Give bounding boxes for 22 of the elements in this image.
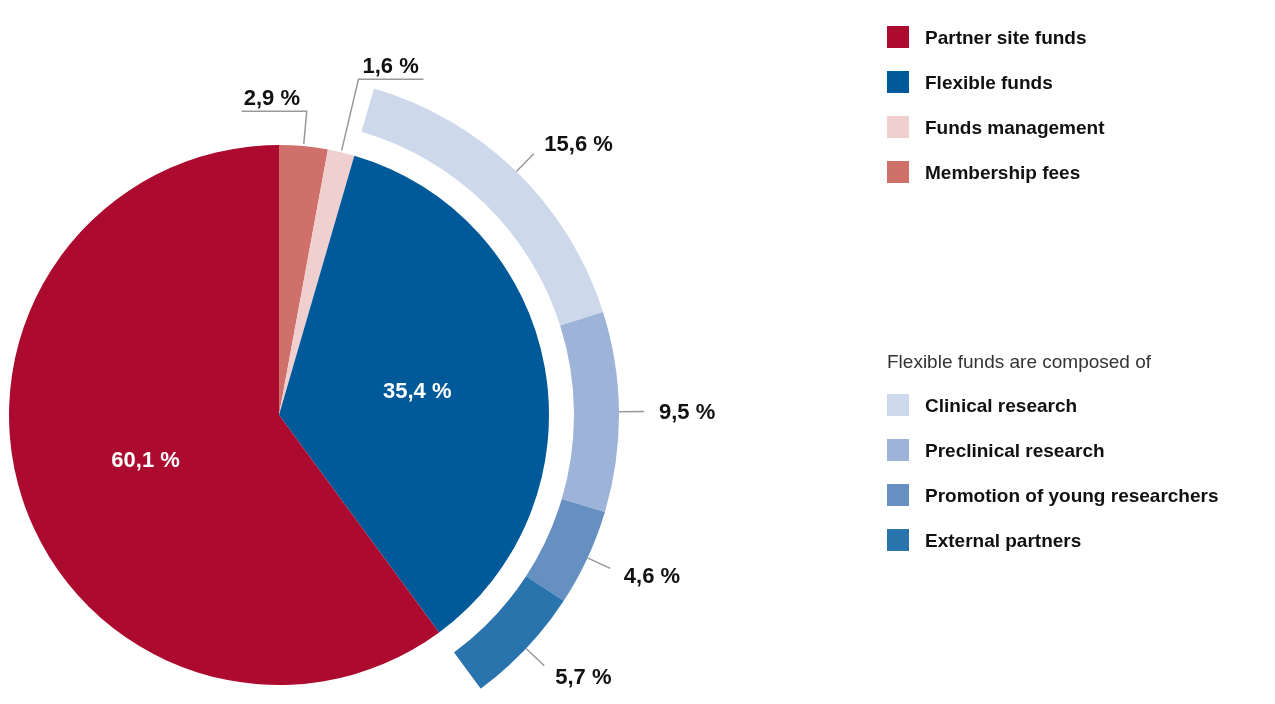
legend-label: Clinical research [925,395,1078,416]
legend-label: Funds management [925,117,1106,138]
legend-label: Preclinical research [925,440,1105,461]
pie-slice [279,145,328,415]
data-label: 9,5 % [658,399,716,425]
callout-connector: 1,6 % [340,53,425,152]
data-label: 5,7 % [555,664,612,689]
data-label: 2,9 % [243,85,301,111]
data-label: 35,4 % [382,378,452,404]
legend-title: Flexible funds are composed of [887,351,1152,372]
legend-label: Promotion of young researchers [925,485,1219,506]
legend-label: Flexible funds [925,72,1053,93]
legend-label: External partners [925,530,1082,551]
legend-label: Partner site funds [925,27,1087,48]
data-label: 60,1 % [111,446,180,472]
pie-slice [279,155,549,633]
pie-slice [279,149,355,415]
callout-connector: 2,9 % [241,85,308,145]
data-label: 1,6 % [362,53,419,79]
legend-label: Membership fees [925,162,1081,183]
data-label: 15,6 % [544,130,613,156]
data-label: 4,6 % [623,562,681,588]
